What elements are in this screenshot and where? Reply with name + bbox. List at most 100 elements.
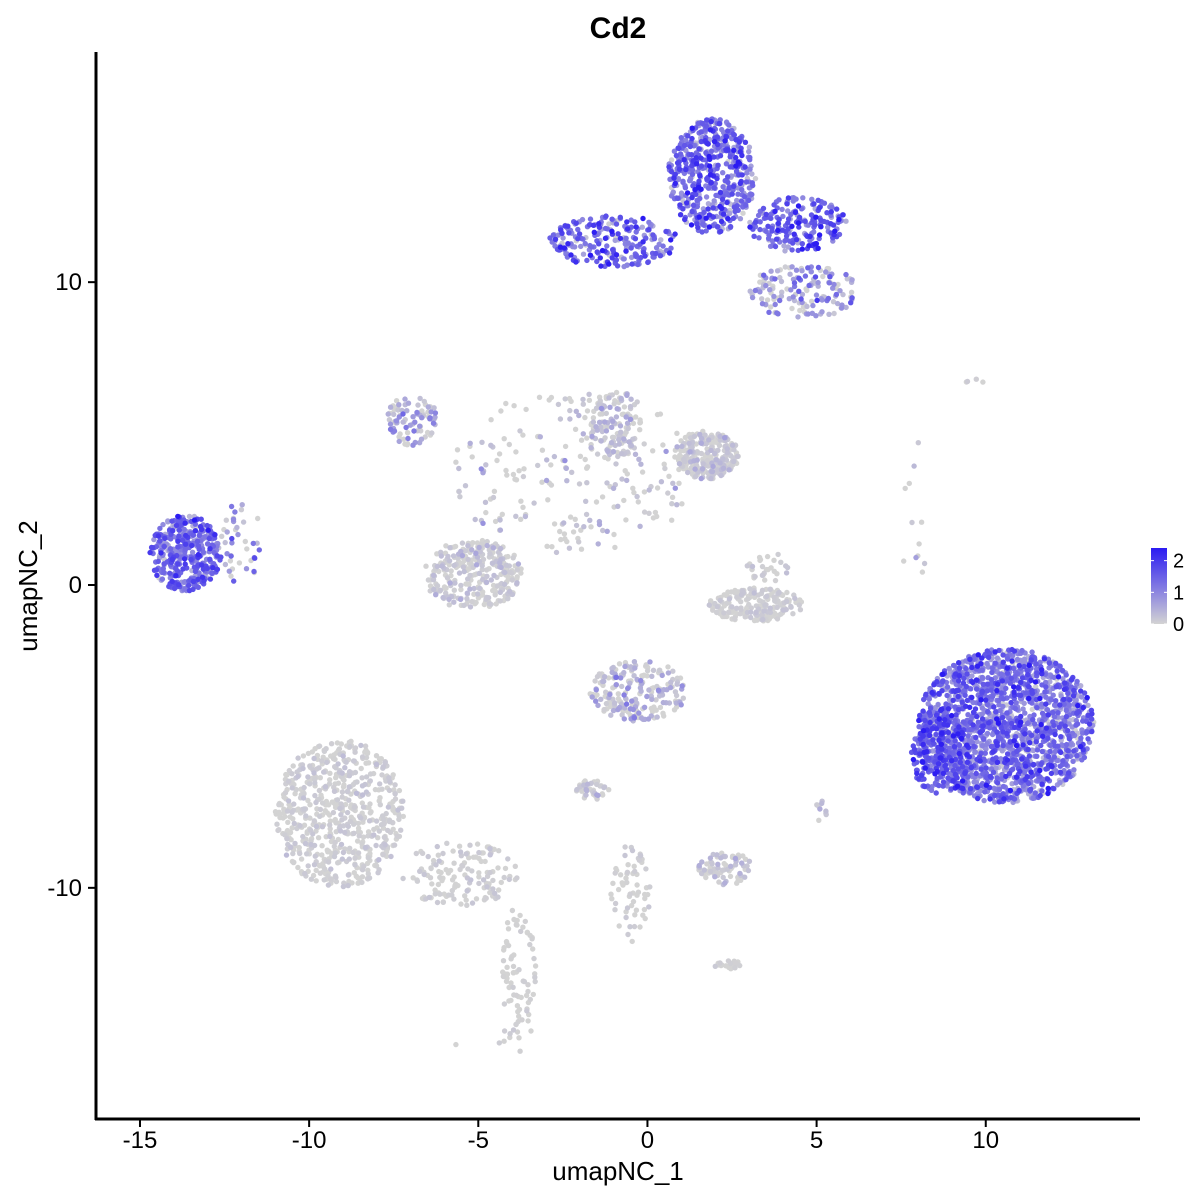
cell-point [392,796,399,802]
cell-point [457,849,464,855]
cell-point [665,664,671,670]
cell-point [444,840,450,846]
cell-point [624,392,630,398]
cell-point [504,920,511,926]
cell-point [837,288,843,294]
cell-point [488,442,494,448]
cell-point [669,501,675,507]
cell-point [305,863,311,869]
cell-point [722,435,728,441]
cell-point [694,449,701,456]
cell-point [451,896,457,902]
cell-point [446,562,452,568]
cell-point [311,755,317,762]
cell-point [547,235,553,241]
cell-point [346,769,353,775]
cell-point [698,475,704,482]
cell-point [646,219,652,225]
cell-point [437,891,443,897]
cell-point [589,694,595,700]
cell-point [354,838,361,844]
cell-point [1051,754,1058,760]
cell-point [594,792,600,798]
cell-point [658,479,665,485]
cell-point [1032,790,1039,796]
cell-point [451,860,457,866]
cell-point [647,884,653,890]
cell-point [546,397,552,403]
cell-point [325,882,332,888]
cell-point [687,449,693,455]
cell-point [921,560,928,567]
cell-point [189,549,196,555]
cell-point [517,912,523,919]
cell-point [404,430,411,436]
cell-point [490,494,497,501]
cell-point [739,860,745,866]
cell-point [490,877,496,884]
cell-point [452,580,458,586]
cell-point [916,724,922,730]
cell-point [228,573,234,579]
cell-point [612,870,618,876]
cell-point [510,471,517,478]
cell-point [641,489,648,495]
cell-point [584,781,591,787]
cell-point [979,667,985,673]
cell-point [581,524,587,530]
cell-point [717,960,723,966]
cell-point [993,765,999,771]
cell-point [668,679,674,685]
cell-point [380,852,386,858]
cell-point [395,807,401,813]
cell-point [757,279,763,285]
cell-point [995,734,1002,740]
cell-point [331,853,338,860]
cell-point [508,997,514,1004]
cell-point [333,829,339,835]
cell-point [473,562,480,568]
cell-point [621,436,627,442]
cell-point [778,559,784,565]
cell-point [498,564,504,571]
cell-point [638,461,644,467]
cell-point [227,558,234,564]
cell-point [243,566,250,572]
cell-point [494,583,500,589]
cell-point [809,196,815,202]
cell-point [623,875,629,881]
cell-point [498,408,504,414]
cell-point [665,490,671,496]
cell-point [707,868,714,875]
cell-point [774,604,780,611]
cell-point [435,881,442,888]
cell-point [633,907,640,913]
cell-point [478,466,484,472]
cell-point [772,577,779,584]
cell-point [359,874,366,880]
cell-point [764,297,771,303]
cell-point [981,797,987,804]
cell-point [452,883,458,889]
cell-point [967,726,973,733]
cell-point [609,896,615,902]
cell-point [720,170,726,176]
cell-point [288,837,294,843]
cell-point [815,279,821,286]
cell-point [316,787,323,794]
cell-point [327,822,333,828]
cell-point [782,264,788,270]
cell-point [386,417,393,423]
cell-point [614,406,620,412]
cell-point [712,450,718,457]
cell-point [338,741,344,747]
cell-point [749,171,755,177]
cell-point [623,914,629,921]
cell-point [350,849,356,856]
cell-point [676,461,683,467]
cell-point [358,765,364,772]
cell-point [674,444,680,450]
cell-point [619,712,625,718]
cell-point [725,958,732,964]
cell-point [427,875,434,881]
